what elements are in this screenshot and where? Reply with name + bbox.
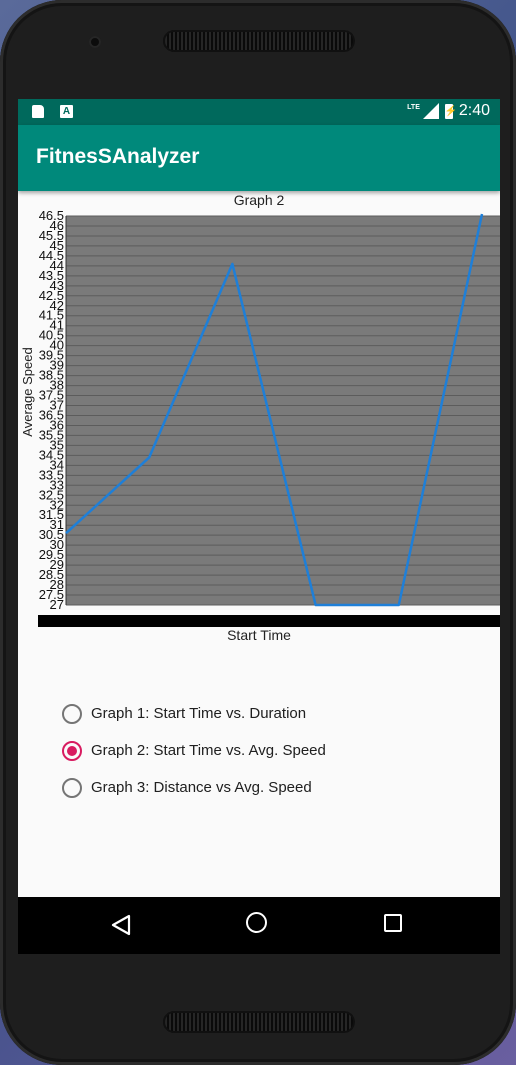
y-tick-label: 27 bbox=[50, 597, 64, 612]
y-tick-label: 29 bbox=[50, 557, 64, 572]
network-type: LTE bbox=[407, 104, 420, 111]
y-tick-label: 32.5 bbox=[39, 487, 64, 502]
y-tick-label: 28.5 bbox=[39, 567, 64, 582]
y-tick-label: 45.5 bbox=[39, 228, 64, 243]
recent-apps-icon[interactable] bbox=[384, 914, 402, 932]
y-tick-label: 41 bbox=[50, 318, 64, 333]
y-tick-label: 41.5 bbox=[39, 308, 64, 323]
y-tick-label: 31.5 bbox=[39, 507, 64, 522]
app-title: FitnesSAnalyzer bbox=[36, 145, 200, 168]
radio-button[interactable] bbox=[62, 703, 82, 724]
y-tick-label: 28 bbox=[50, 577, 64, 592]
y-tick-label: 39.5 bbox=[39, 348, 64, 363]
bottom-speaker-grille bbox=[163, 1011, 355, 1033]
y-tick-label: 35 bbox=[50, 437, 64, 452]
battery-icon: ⚡ bbox=[444, 103, 458, 119]
y-tick-label: 34 bbox=[50, 457, 64, 472]
y-tick-label: 33 bbox=[50, 477, 64, 492]
y-tick-label: 44.5 bbox=[39, 248, 64, 263]
top-speaker-grille bbox=[163, 30, 355, 52]
graph-options: Graph 1: Start Time vs. Duration Graph 2:… bbox=[62, 695, 326, 806]
y-tick-label: 27.5 bbox=[39, 587, 64, 602]
a-badge-icon: A bbox=[60, 105, 73, 118]
y-tick-label: 30 bbox=[50, 537, 64, 552]
y-tick-label: 33.5 bbox=[39, 467, 64, 482]
radio-option-graph-1[interactable]: Graph 1: Start Time vs. Duration bbox=[62, 695, 326, 732]
home-icon[interactable] bbox=[246, 912, 267, 933]
graph-title: Graph 2 bbox=[233, 192, 285, 208]
x-axis-title: Start Time bbox=[227, 627, 291, 643]
y-tick-label: 42.5 bbox=[39, 288, 64, 303]
status-bar: A LTE ⚡ 2:40 bbox=[18, 99, 500, 125]
back-icon[interactable] bbox=[111, 914, 131, 936]
y-axis-title: Average Speed bbox=[20, 347, 35, 436]
series-line bbox=[65, 213, 484, 607]
radio-label: Graph 2: Start Time vs. Avg. Speed bbox=[91, 742, 326, 759]
y-tick-label: 39 bbox=[50, 358, 64, 373]
screen: A LTE ⚡ 2:40 FitnesSAnalyzer Graph 2 27 2… bbox=[18, 99, 500, 954]
y-tick-label: 44 bbox=[50, 258, 64, 273]
plot-area bbox=[66, 216, 500, 605]
x-axis-tick-band bbox=[38, 615, 500, 627]
y-tick-label: 36.5 bbox=[39, 407, 64, 422]
y-tick-label: 36 bbox=[50, 417, 64, 432]
sd-card-icon bbox=[32, 105, 44, 118]
y-tick-label: 31 bbox=[50, 517, 64, 532]
status-right: LTE ⚡ 2:40 bbox=[407, 102, 490, 120]
radio-option-graph-3[interactable]: Graph 3: Distance vs Avg. Speed bbox=[62, 769, 326, 806]
radio-label: Graph 3: Distance vs Avg. Speed bbox=[91, 779, 312, 796]
clock: 2:40 bbox=[458, 102, 490, 119]
radio-label: Graph 1: Start Time vs. Duration bbox=[91, 705, 307, 722]
y-tick-label: 35.5 bbox=[39, 427, 64, 442]
radio-option-graph-2[interactable]: Graph 2: Start Time vs. Avg. Speed bbox=[62, 732, 326, 769]
navigation-bar bbox=[18, 897, 500, 954]
y-tick-label: 40.5 bbox=[39, 328, 64, 343]
y-tick-label: 40 bbox=[50, 338, 64, 353]
line-chart: 2727.52828.52929.53030.53131.53232.53333… bbox=[20, 209, 500, 627]
radio-button[interactable] bbox=[62, 777, 82, 798]
y-tick-label: 38.5 bbox=[39, 368, 64, 383]
y-tick-label: 46 bbox=[50, 218, 64, 233]
y-tick-label: 34.5 bbox=[39, 447, 64, 462]
y-tick-label: 45 bbox=[50, 238, 64, 253]
y-tick-label: 42 bbox=[50, 298, 64, 313]
y-tick-label: 43 bbox=[50, 278, 64, 293]
radio-button[interactable] bbox=[62, 740, 82, 761]
y-tick-label: 37 bbox=[50, 398, 64, 413]
y-tick-label: 43.5 bbox=[39, 268, 64, 283]
app-bar: FitnesSAnalyzer bbox=[18, 125, 500, 191]
signal-icon bbox=[422, 103, 439, 119]
y-tick-label: 29.5 bbox=[39, 547, 64, 562]
y-tick-label: 46.5 bbox=[39, 209, 64, 223]
y-tick-label: 38 bbox=[50, 378, 64, 393]
y-tick-label: 32 bbox=[50, 497, 64, 512]
y-tick-label: 30.5 bbox=[39, 527, 64, 542]
front-camera bbox=[89, 36, 101, 48]
y-tick-label: 37.5 bbox=[39, 388, 64, 403]
